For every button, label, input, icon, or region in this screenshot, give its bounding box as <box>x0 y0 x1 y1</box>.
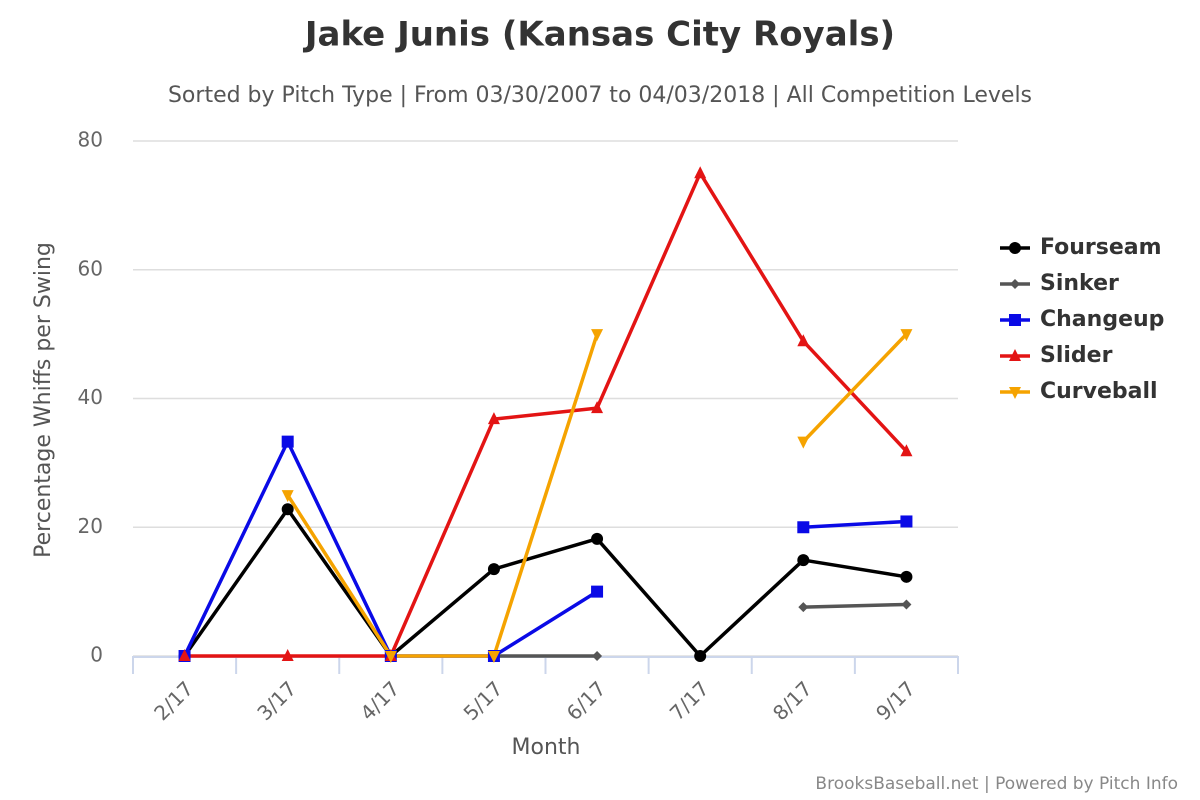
data-point <box>281 490 294 503</box>
data-point <box>487 412 500 425</box>
y-axis-label: Percentage Whiffs per Swing <box>31 242 56 558</box>
x-tick-label: 5/17 <box>459 676 508 725</box>
data-point <box>901 599 912 610</box>
legend-marker <box>1009 242 1021 254</box>
data-point <box>591 532 604 545</box>
data-point <box>797 436 810 449</box>
data-point <box>798 602 809 613</box>
y-tick-label: 80 <box>78 128 103 152</box>
legend-label: Sinker <box>1040 271 1119 296</box>
chart-subtitle: Sorted by Pitch Type | From 03/30/2007 t… <box>168 83 1032 108</box>
x-tick-label: 6/17 <box>562 676 611 725</box>
legend-label: Changeup <box>1040 307 1164 332</box>
legend-label: Slider <box>1040 343 1113 368</box>
data-point <box>900 570 913 583</box>
x-tick-label: 9/17 <box>871 676 920 725</box>
y-tick-label: 60 <box>78 256 103 280</box>
data-point <box>592 651 603 661</box>
data-point <box>178 649 191 661</box>
data-point <box>487 651 500 663</box>
data-point <box>281 435 294 448</box>
x-tick-label: 4/17 <box>356 676 405 725</box>
data-point <box>797 554 810 567</box>
legend-marker <box>1009 349 1021 361</box>
legend-label: Fourseam <box>1040 235 1162 260</box>
x-axis-label: Month <box>512 735 581 760</box>
data-point <box>281 649 294 661</box>
chart-title: Jake Junis (Kansas City Royals) <box>303 15 895 55</box>
y-tick-label: 0 <box>90 643 103 667</box>
x-tick-label: 8/17 <box>768 676 817 725</box>
data-point <box>591 585 604 598</box>
data-point <box>900 444 913 457</box>
x-tick-label: 7/17 <box>665 676 714 725</box>
data-point <box>694 166 707 179</box>
x-tick-label: 2/17 <box>149 676 198 725</box>
series-line <box>493 602 907 658</box>
y-tick-label: 40 <box>78 385 103 409</box>
x-tick-label: 3/17 <box>252 676 301 725</box>
series-line <box>286 332 908 658</box>
credits: BrooksBaseball.net | Powered by Pitch In… <box>815 774 1178 794</box>
data-point <box>797 334 810 347</box>
legend-marker <box>1009 387 1021 399</box>
legend-label: Curveball <box>1040 379 1158 404</box>
legend-marker <box>1010 279 1020 289</box>
data-point <box>797 521 810 534</box>
series-line <box>183 507 907 658</box>
data-point <box>694 650 707 662</box>
legend-marker <box>1009 314 1021 326</box>
series-line <box>182 439 907 658</box>
data-point <box>384 651 397 663</box>
data-point <box>487 563 500 576</box>
series-line <box>184 171 908 658</box>
data-point <box>900 329 913 342</box>
data-point <box>591 401 604 414</box>
data-point <box>281 503 294 516</box>
data-point <box>900 515 913 528</box>
y-tick-label: 20 <box>78 514 103 538</box>
data-point <box>591 329 604 342</box>
